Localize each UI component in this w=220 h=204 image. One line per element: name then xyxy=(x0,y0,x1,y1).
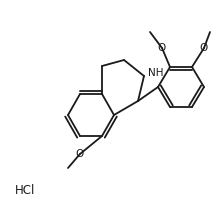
Text: NH: NH xyxy=(148,68,163,78)
Text: HCl: HCl xyxy=(15,184,35,196)
Text: O: O xyxy=(76,149,84,159)
Text: O: O xyxy=(200,43,208,53)
Text: O: O xyxy=(158,43,166,53)
